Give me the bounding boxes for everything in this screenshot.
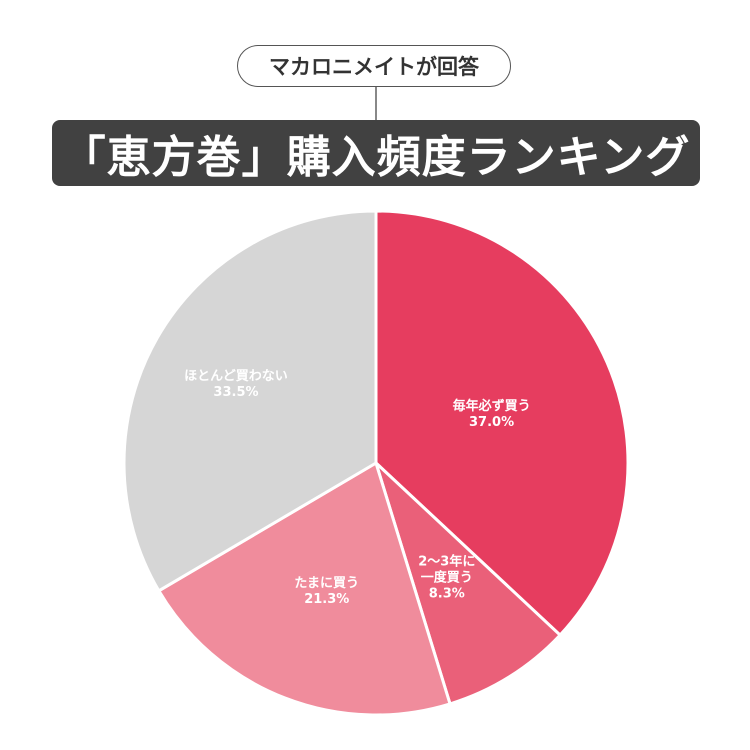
slice-category-label: たまに買う — [294, 576, 359, 591]
connector-line — [375, 87, 377, 121]
slice-value-label: 21.3% — [304, 592, 349, 607]
slice-value-label: 33.5% — [213, 385, 258, 400]
chart-title: 「恵方巻」購入頻度ランキング — [52, 120, 700, 186]
slice-category-label: ほとんど買わない — [184, 369, 288, 384]
pie-slice — [374, 209, 630, 637]
slice-category-label: 2〜3年に — [418, 553, 475, 569]
badge-text: マカロニメイトが回答 — [269, 55, 479, 79]
respondent-badge: マカロニメイトが回答 — [237, 45, 511, 87]
slice-value-label: 37.0% — [469, 415, 514, 430]
chart-title-text: 「恵方巻」購入頻度ランキング — [61, 132, 691, 183]
pie-slice — [122, 209, 378, 593]
slice-value-label: 8.3% — [429, 586, 465, 601]
pie-slice — [374, 461, 562, 706]
slice-category-label: 毎年必ず買う — [453, 398, 531, 414]
pie-slice — [157, 461, 452, 717]
slice-category-label: 一度買う — [421, 569, 473, 585]
